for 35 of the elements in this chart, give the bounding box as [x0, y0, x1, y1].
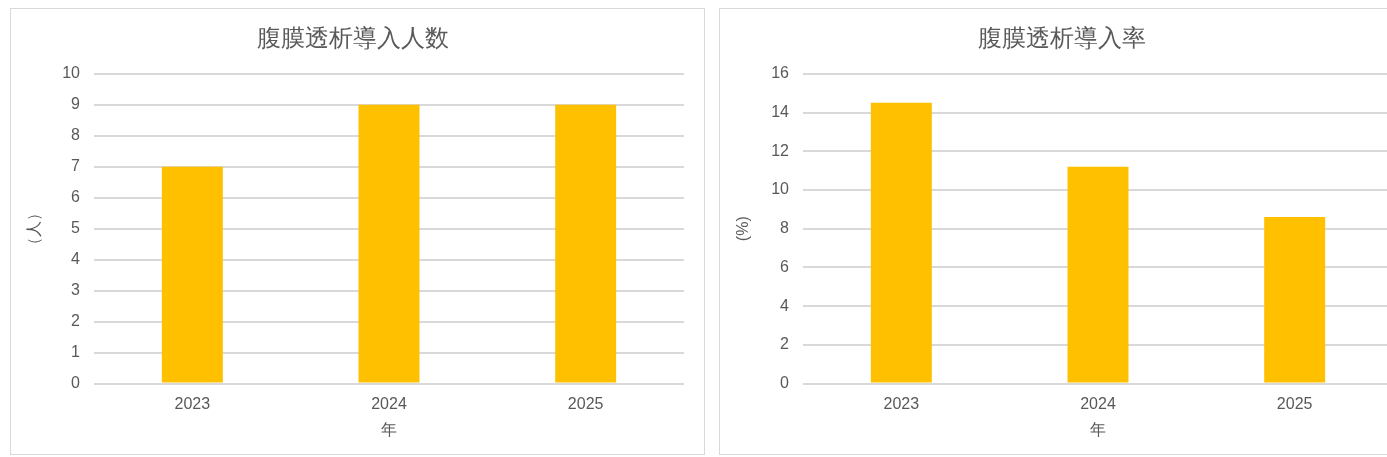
x-tick-label: 2023	[883, 394, 920, 412]
y-tick-label: 9	[71, 95, 81, 113]
x-axis-title: 年	[381, 420, 397, 438]
x-tick-label: 2023	[174, 394, 211, 412]
x-axis-title: 年	[1090, 420, 1106, 438]
x-tick-label: 2024	[1080, 394, 1116, 412]
x-tick-label: 2024	[371, 394, 407, 412]
y-tick-label: 0	[780, 374, 790, 392]
y-tick-label: 6	[780, 257, 790, 275]
bar	[1264, 217, 1326, 383]
y-tick-label: 1	[71, 343, 81, 361]
y-tick-label: 16	[771, 64, 790, 82]
y-tick-label: 3	[71, 281, 81, 299]
y-tick-label: 12	[771, 141, 790, 159]
y-tick-label: 0	[71, 374, 81, 392]
y-tick-label: 14	[771, 102, 790, 120]
y-tick-label: 7	[71, 157, 81, 175]
y-tick-label: 5	[71, 219, 81, 237]
chart-title: 腹膜透析導入率	[977, 24, 1146, 52]
x-tick-label: 2025	[1276, 394, 1313, 412]
bar	[1067, 166, 1129, 383]
y-tick-label: 4	[71, 250, 81, 268]
y-tick-label: 2	[780, 335, 790, 353]
y-axis-title: (%)	[734, 216, 752, 242]
y-tick-label: 8	[71, 126, 81, 144]
bar	[870, 102, 932, 383]
y-tick-label: 4	[780, 296, 790, 314]
y-tick-label: 2	[71, 312, 81, 330]
y-tick-label: 6	[71, 188, 81, 206]
x-tick-label: 2025	[567, 394, 604, 412]
chart-title: 腹膜透析導入人数	[256, 24, 449, 52]
y-tick-label: 10	[62, 64, 81, 82]
y-axis-title: （人）	[25, 204, 43, 253]
y-tick-label: 8	[780, 219, 790, 237]
y-tick-label: 10	[771, 180, 790, 198]
